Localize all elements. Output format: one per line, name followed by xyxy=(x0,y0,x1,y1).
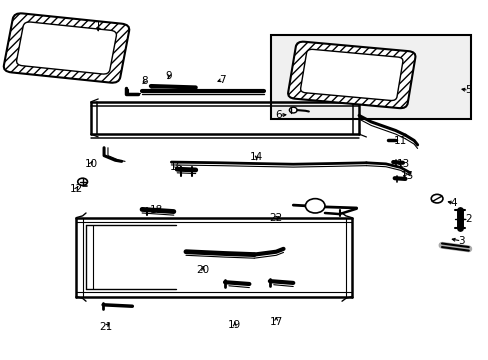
Text: 16: 16 xyxy=(169,162,183,172)
Text: 2: 2 xyxy=(465,215,471,224)
FancyBboxPatch shape xyxy=(300,49,402,100)
Text: 17: 17 xyxy=(269,317,282,327)
Text: 3: 3 xyxy=(457,236,464,246)
Text: 4: 4 xyxy=(450,198,457,208)
FancyBboxPatch shape xyxy=(287,42,415,108)
Text: 5: 5 xyxy=(465,85,471,95)
Circle shape xyxy=(430,194,442,203)
Circle shape xyxy=(305,199,325,213)
Text: 11: 11 xyxy=(393,136,407,145)
Text: 12: 12 xyxy=(69,184,83,194)
Text: 10: 10 xyxy=(84,159,97,169)
Circle shape xyxy=(289,107,297,113)
Text: 22: 22 xyxy=(269,213,282,222)
Text: 6: 6 xyxy=(275,111,282,121)
Text: 18: 18 xyxy=(150,206,163,216)
Text: 19: 19 xyxy=(228,320,241,330)
Text: 20: 20 xyxy=(196,265,209,275)
Text: 13: 13 xyxy=(396,159,409,169)
Text: 15: 15 xyxy=(401,171,414,181)
Text: 7: 7 xyxy=(219,75,225,85)
Text: 9: 9 xyxy=(165,71,172,81)
FancyBboxPatch shape xyxy=(17,22,116,74)
Bar xyxy=(271,35,470,119)
Text: 1: 1 xyxy=(95,21,102,31)
Text: 21: 21 xyxy=(99,322,112,332)
Text: 14: 14 xyxy=(249,152,263,162)
Text: 8: 8 xyxy=(141,76,147,86)
Circle shape xyxy=(78,178,87,185)
FancyBboxPatch shape xyxy=(4,13,129,83)
